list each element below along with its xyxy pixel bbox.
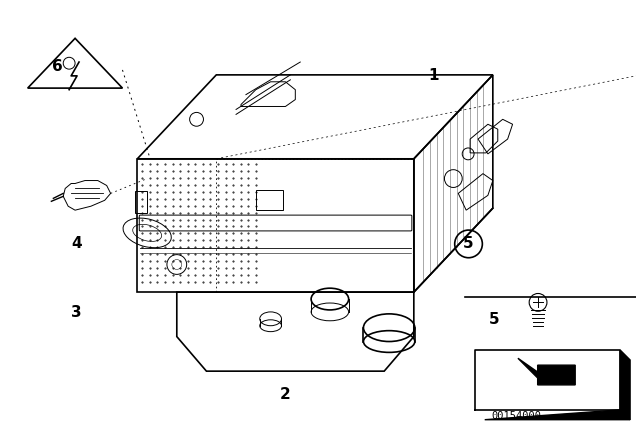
Polygon shape — [518, 358, 575, 385]
Polygon shape — [484, 410, 630, 420]
Text: 6: 6 — [52, 60, 63, 74]
Text: 00154000: 00154000 — [491, 411, 541, 422]
Text: 5: 5 — [488, 312, 499, 327]
Polygon shape — [620, 350, 630, 420]
Text: 4: 4 — [71, 237, 82, 251]
Text: 1: 1 — [429, 68, 439, 83]
Text: 3: 3 — [71, 305, 82, 320]
Text: 5: 5 — [463, 237, 474, 251]
Text: 2: 2 — [280, 387, 291, 402]
